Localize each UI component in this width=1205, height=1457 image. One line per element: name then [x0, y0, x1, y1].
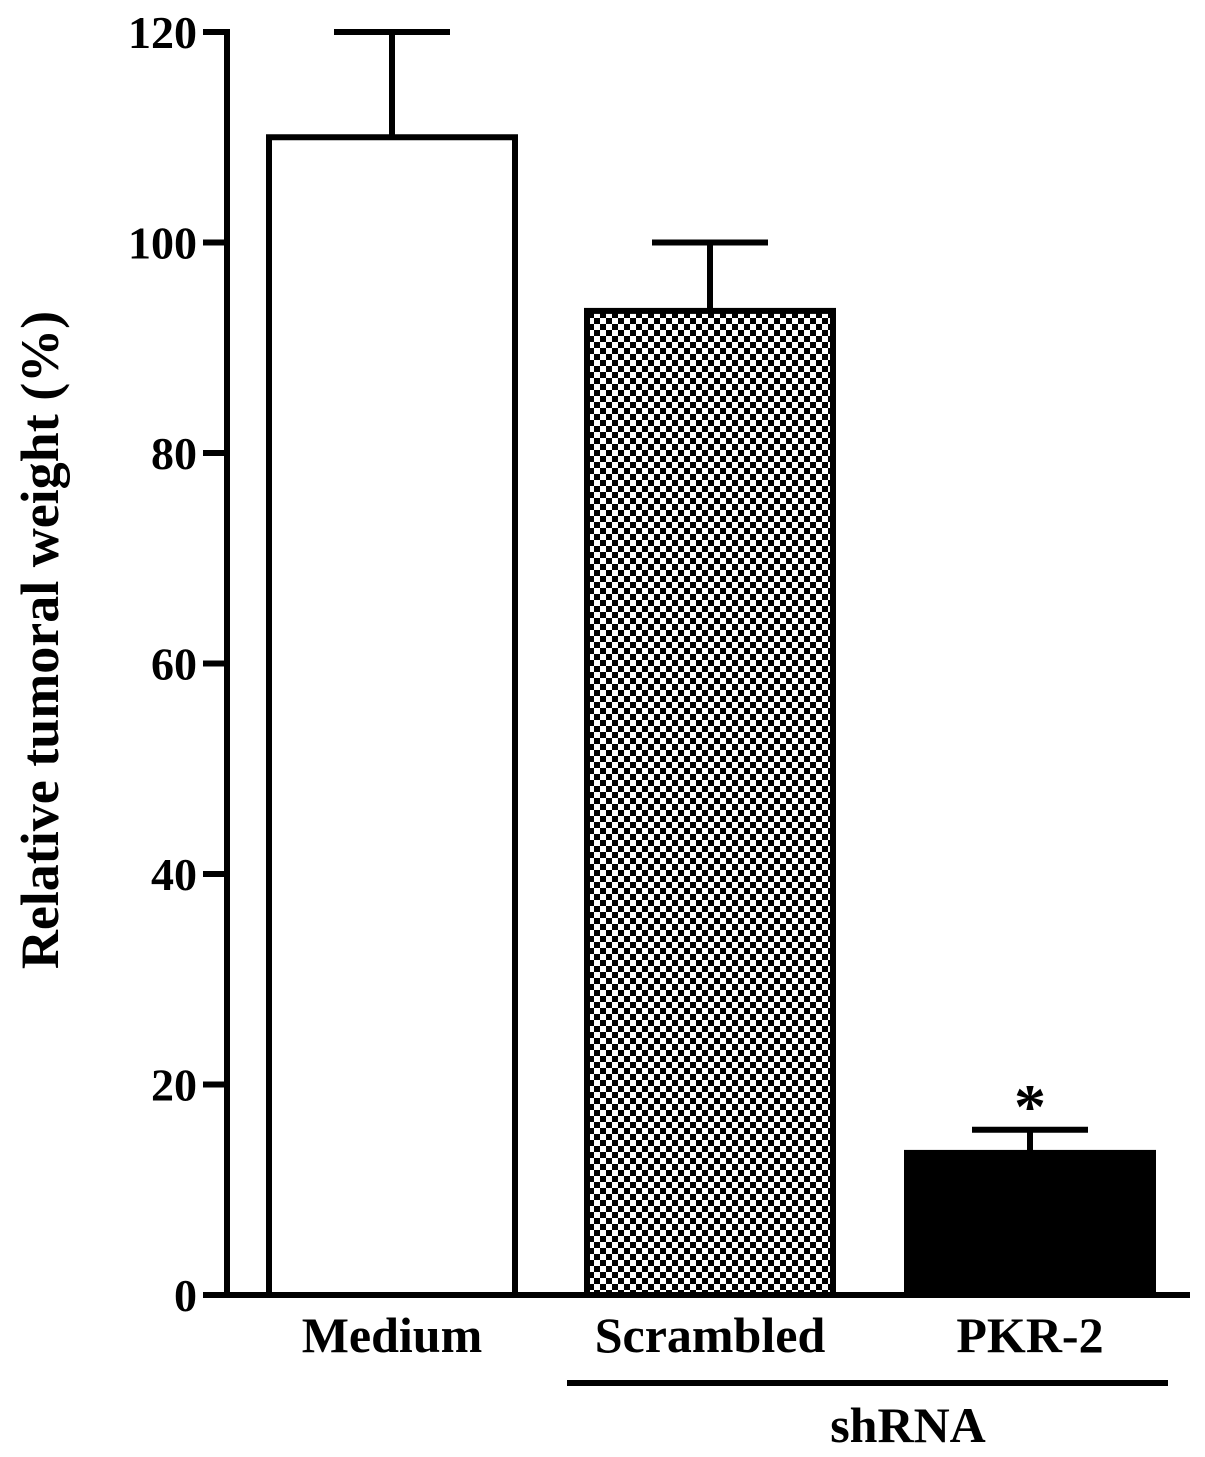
- bar-scrambled: [584, 307, 836, 1299]
- y-tick-label-20: 20: [151, 1060, 197, 1111]
- labels: 0 20 40 60 80 100 120 Medium Scrambled PKR-2 *: [128, 7, 1104, 1363]
- y-tick-label-120: 120: [128, 7, 197, 58]
- x-tick-label-pkr-2: PKR-2: [956, 1307, 1103, 1363]
- bar-medium: [266, 134, 518, 1298]
- x-tick-label-scrambled: Scrambled: [595, 1307, 826, 1363]
- y-tick-label-0: 0: [174, 1270, 197, 1321]
- y-tick-label-60: 60: [151, 639, 197, 690]
- significance-marker-pkr-2: *: [1014, 1071, 1046, 1142]
- y-tick-label-100: 100: [128, 218, 197, 269]
- group-label-shrna: shRNA: [830, 1397, 986, 1453]
- y-tick-label-40: 40: [151, 849, 197, 900]
- bars: [266, 29, 1156, 1299]
- x-tick-label-medium: Medium: [302, 1307, 483, 1363]
- bar-pkr-2: [904, 1149, 1156, 1298]
- y-tick-label-80: 80: [151, 428, 197, 479]
- y-axis-title: Relative tumoral weight (%): [10, 311, 70, 969]
